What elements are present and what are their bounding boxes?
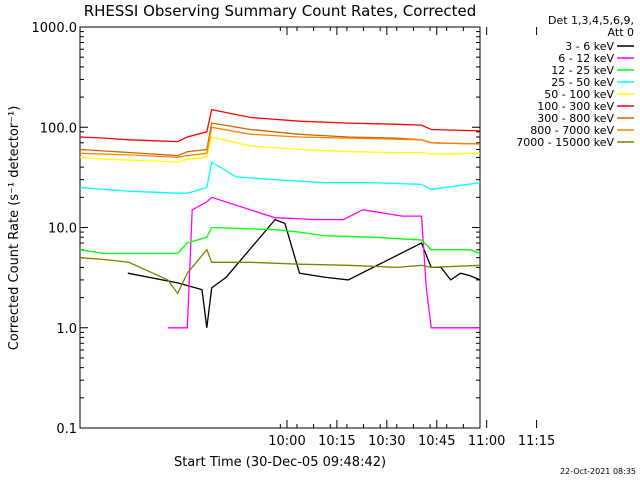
y-tick-label: 10.0 <box>48 222 77 237</box>
series-line <box>79 126 481 159</box>
y-tick-label: 1.0 <box>56 322 77 337</box>
legend-entry-label: 100 - 300 keV <box>537 100 614 113</box>
y-tick-label: 100.0 <box>40 121 77 136</box>
x-tick-label: 10:30 <box>368 434 405 449</box>
legend-entry-label: 800 - 7000 keV <box>530 124 614 137</box>
x-tick-label: 10:15 <box>318 434 355 449</box>
x-axis-label: Start Time (30-Dec-05 09:48:42) <box>174 455 386 470</box>
legend-entry-label: 12 - 25 keV <box>551 64 614 77</box>
series-layer <box>79 108 481 329</box>
legend-entry-label: 25 - 50 keV <box>551 76 614 89</box>
series-line <box>79 226 481 255</box>
series-line <box>127 218 481 328</box>
legend-entry-label: 3 - 6 keV <box>565 40 614 53</box>
x-tick-label: 11:15 <box>518 434 555 449</box>
legend-entry-label: 50 - 100 keV <box>544 88 614 101</box>
series-line <box>79 248 481 295</box>
series-line <box>79 136 481 163</box>
legend-header: Det 1,3,4,5,6,9, <box>548 14 634 27</box>
chart-title: RHESSI Observing Summary Count Rates, Co… <box>84 2 477 20</box>
series-line <box>79 160 481 194</box>
series-line <box>79 108 481 143</box>
legend-entry-label: 300 - 800 keV <box>537 112 614 125</box>
series-line <box>167 196 480 329</box>
y-tick-label: 0.1 <box>56 422 77 437</box>
legend-entry-label: 6 - 12 keV <box>558 52 614 65</box>
y-axis-label: Corrected Count Rate (s⁻¹ detector⁻¹) <box>7 106 22 351</box>
timestamp-label: 22-Oct-2021 08:35 <box>560 467 636 476</box>
x-tick-label: 10:45 <box>418 434 455 449</box>
x-tick-label: 11:00 <box>468 434 505 449</box>
legend-header: Att 0 <box>608 26 634 39</box>
legend-entry-label: 7000 - 15000 keV <box>516 136 614 149</box>
x-tick-label: 10:00 <box>268 434 305 449</box>
y-tick-label: 1000.0 <box>32 21 78 36</box>
plot-frame-layer: 0.1 1.0 10.0 100.0 1000.0 10:00 10:15 10:30 10:4… <box>32 21 556 449</box>
